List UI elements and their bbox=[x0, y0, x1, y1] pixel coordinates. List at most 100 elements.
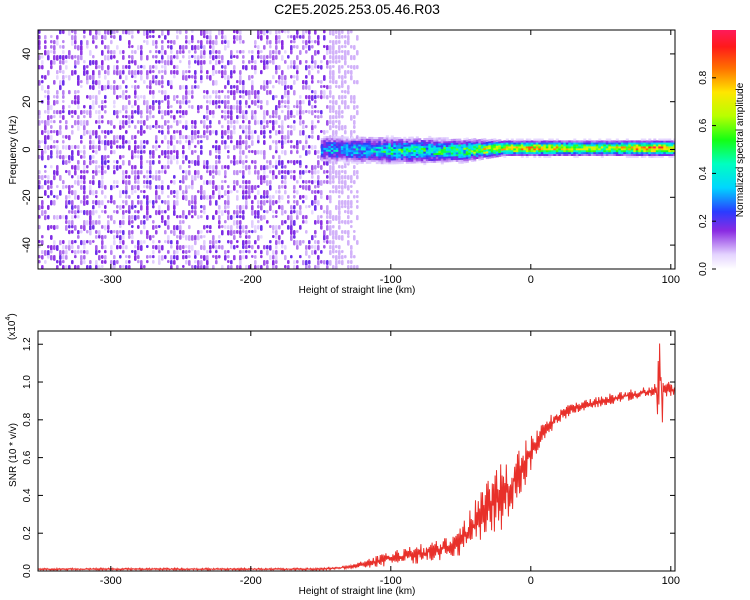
heatmap-cell bbox=[345, 140, 349, 143]
heatmap-cell bbox=[125, 120, 128, 126]
heatmap-cell bbox=[370, 138, 374, 141]
heatmap-cell bbox=[668, 144, 672, 147]
heatmap-cell bbox=[233, 65, 236, 71]
heatmap-cell bbox=[320, 165, 323, 170]
heatmap-cell bbox=[59, 55, 62, 60]
heatmap-cell bbox=[305, 195, 308, 201]
heatmap-cell bbox=[227, 190, 230, 195]
heatmap-cell bbox=[245, 190, 248, 195]
heatmap-cell bbox=[122, 105, 125, 111]
heatmap-cell bbox=[152, 250, 155, 255]
heatmap-cell bbox=[353, 65, 356, 70]
heatmap-cell bbox=[332, 215, 335, 221]
heatmap-cell bbox=[430, 137, 434, 140]
heatmap-cell bbox=[224, 110, 227, 115]
heatmap-cell bbox=[343, 140, 347, 143]
heatmap-cell bbox=[348, 157, 352, 160]
heatmap-cell bbox=[418, 140, 422, 143]
heatmap-cell bbox=[575, 155, 579, 158]
heatmap-cell bbox=[335, 50, 338, 55]
heatmap-cell bbox=[570, 144, 574, 147]
heatmap-cell bbox=[287, 100, 290, 105]
heatmap-cell bbox=[110, 85, 113, 90]
heatmap-cell bbox=[296, 70, 299, 75]
heatmap-cell bbox=[344, 45, 347, 49]
heatmap-cell bbox=[393, 158, 397, 161]
heatmap-cell bbox=[293, 90, 296, 96]
heatmap-cell bbox=[580, 142, 584, 145]
heatmap-cell bbox=[428, 156, 432, 160]
heatmap-cell bbox=[236, 55, 239, 59]
heatmap-cell bbox=[188, 235, 191, 241]
heatmap-cell bbox=[263, 165, 266, 171]
heatmap-cell bbox=[65, 145, 68, 150]
heatmap-cell bbox=[68, 240, 71, 246]
heatmap-cell bbox=[89, 210, 92, 216]
heatmap-cell bbox=[635, 148, 639, 151]
heatmap-cell bbox=[158, 160, 161, 165]
heatmap-cell bbox=[71, 165, 74, 170]
heatmap-cell bbox=[588, 138, 592, 141]
heatmap-cell bbox=[420, 145, 424, 148]
heatmap-cell bbox=[328, 159, 332, 162]
heatmap-cell bbox=[161, 110, 164, 115]
heatmap-cell bbox=[38, 110, 41, 116]
heatmap-cell bbox=[583, 140, 587, 143]
heatmap-cell bbox=[400, 152, 404, 155]
heatmap-cell bbox=[350, 95, 353, 101]
heatmap-cell bbox=[68, 220, 71, 225]
heatmap-cell bbox=[65, 215, 68, 220]
heatmap-cell bbox=[95, 65, 98, 70]
heatmap-cell bbox=[161, 55, 164, 60]
heatmap-cell bbox=[38, 55, 41, 61]
heatmap-cell bbox=[56, 145, 59, 151]
heatmap-cell bbox=[53, 50, 56, 55]
heatmap-cell bbox=[257, 265, 260, 269]
heatmap-cell bbox=[113, 165, 116, 170]
heatmap-cell bbox=[443, 144, 447, 148]
heatmap-cell bbox=[95, 220, 98, 225]
heatmap-cell bbox=[200, 50, 203, 56]
heatmap-cell bbox=[263, 150, 266, 156]
heatmap-cell bbox=[473, 151, 477, 154]
heatmap-cell bbox=[227, 210, 230, 215]
heatmap-cell bbox=[558, 142, 562, 145]
heatmap-cell bbox=[344, 165, 347, 169]
heatmap-cell bbox=[555, 148, 559, 151]
heatmap-cell bbox=[583, 148, 587, 151]
heatmap-cell bbox=[344, 175, 347, 180]
heatmap-cell bbox=[227, 80, 230, 86]
heatmap-cell bbox=[38, 145, 41, 149]
heatmap-cell bbox=[119, 190, 122, 196]
heatmap-cell bbox=[408, 140, 412, 143]
heatmap-cell bbox=[86, 110, 89, 116]
heatmap-cell bbox=[161, 245, 164, 251]
heatmap-cell bbox=[245, 200, 248, 206]
heatmap-cell bbox=[350, 115, 353, 121]
heatmap-cell bbox=[317, 180, 320, 186]
heatmap-cell bbox=[465, 147, 469, 150]
heatmap-cell bbox=[668, 140, 672, 143]
heatmap-cell bbox=[378, 148, 382, 151]
heatmap-cell bbox=[98, 70, 101, 76]
heatmap-cell bbox=[110, 145, 113, 149]
heatmap-cell bbox=[302, 215, 305, 220]
heatmap-cell bbox=[338, 190, 341, 194]
heatmap-cell bbox=[209, 245, 212, 250]
heatmap-cell bbox=[68, 160, 71, 164]
heatmap-cell bbox=[588, 140, 592, 143]
heatmap-cell bbox=[328, 141, 332, 145]
heatmap-cell bbox=[203, 245, 206, 251]
heatmap-cell bbox=[332, 70, 335, 76]
heatmap-cell bbox=[555, 146, 559, 149]
heatmap-cell bbox=[212, 185, 215, 190]
heatmap-cell bbox=[493, 146, 497, 149]
heatmap-cell bbox=[415, 140, 419, 143]
heatmap-cell bbox=[463, 149, 467, 152]
heatmap-cell bbox=[62, 40, 65, 44]
heatmap-cell bbox=[89, 50, 92, 56]
heatmap-cell bbox=[329, 55, 332, 60]
heatmap-cell bbox=[128, 125, 131, 129]
heatmap-cell bbox=[131, 200, 134, 206]
heatmap-cell bbox=[152, 155, 155, 159]
